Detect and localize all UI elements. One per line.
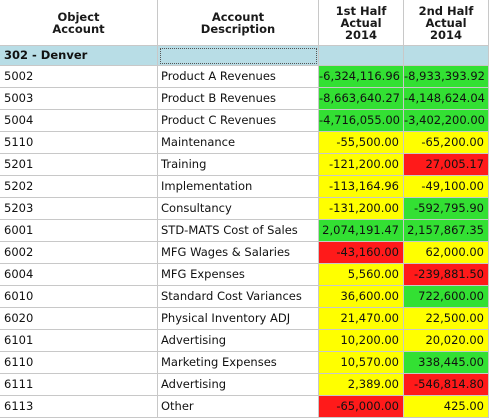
- second-half-actual-cell[interactable]: -8,933,393.92: [404, 66, 489, 88]
- table-row[interactable]: 5003 Product B Revenues -8,663,640.27 -4,14…: [0, 88, 489, 110]
- object-account-cell[interactable]: 5202: [0, 176, 158, 198]
- account-description-cell[interactable]: Training: [158, 154, 319, 176]
- object-account-cell[interactable]: 6002: [0, 242, 158, 264]
- first-half-actual-cell[interactable]: 10,200.00: [319, 330, 404, 352]
- account-description-cell[interactable]: Product A Revenues: [158, 66, 319, 88]
- first-half-actual-cell[interactable]: -121,200.00: [319, 154, 404, 176]
- account-description-cell[interactable]: Product B Revenues: [158, 88, 319, 110]
- object-account-cell[interactable]: 5004: [0, 110, 158, 132]
- second-half-actual-cell[interactable]: -49,100.00: [404, 176, 489, 198]
- object-account-cell[interactable]: 6020: [0, 308, 158, 330]
- group-row-second-half-cell[interactable]: [404, 46, 489, 66]
- account-description-cell[interactable]: Marketing Expenses: [158, 352, 319, 374]
- object-account-cell[interactable]: 6111: [0, 374, 158, 396]
- group-row-description-cell[interactable]: [158, 46, 319, 66]
- table-row[interactable]: 5202 Implementation -113,164.96 -49,100.00: [0, 176, 489, 198]
- second-half-actual-cell[interactable]: 62,000.00: [404, 242, 489, 264]
- account-description-cell[interactable]: Maintenance: [158, 132, 319, 154]
- object-account-cell[interactable]: 6001: [0, 220, 158, 242]
- column-header-second-half-2014[interactable]: 2nd Half Actual 2014: [404, 0, 489, 46]
- account-description-cell[interactable]: Advertising: [158, 374, 319, 396]
- account-description-cell[interactable]: Physical Inventory ADJ: [158, 308, 319, 330]
- account-description-cell[interactable]: MFG Wages & Salaries: [158, 242, 319, 264]
- account-description-cell[interactable]: Advertising: [158, 330, 319, 352]
- first-half-actual-cell[interactable]: -65,000.00: [319, 396, 404, 418]
- first-half-actual-cell[interactable]: -6,324,116.96: [319, 66, 404, 88]
- object-account-cell[interactable]: 5201: [0, 154, 158, 176]
- table-row[interactable]: 6002 MFG Wages & Salaries -43,160.00 62,000…: [0, 242, 489, 264]
- table-row[interactable]: 6004 MFG Expenses 5,560.00 -239,881.50: [0, 264, 489, 286]
- second-half-actual-cell[interactable]: -592,795.90: [404, 198, 489, 220]
- table-row[interactable]: 6001 STD-MATS Cost of Sales 2,074,191.47 2,…: [0, 220, 489, 242]
- table-row[interactable]: 6111 Advertising 2,389.00 -546,814.80: [0, 374, 489, 396]
- second-half-actual-cell[interactable]: -3,402,200.00: [404, 110, 489, 132]
- first-half-actual-cell[interactable]: -8,663,640.27: [319, 88, 404, 110]
- first-half-actual-cell[interactable]: 36,600.00: [319, 286, 404, 308]
- column-header-first-half-2014[interactable]: 1st Half Actual 2014: [319, 0, 404, 46]
- object-account-cell[interactable]: 5110: [0, 132, 158, 154]
- second-half-actual-cell[interactable]: -4,148,624.04: [404, 88, 489, 110]
- object-account-cell[interactable]: 5203: [0, 198, 158, 220]
- second-half-actual-cell[interactable]: 722,600.00: [404, 286, 489, 308]
- first-half-actual-cell[interactable]: -113,164.96: [319, 176, 404, 198]
- second-half-actual-cell[interactable]: -239,881.50: [404, 264, 489, 286]
- first-half-actual-cell[interactable]: -4,716,055.00: [319, 110, 404, 132]
- account-description-cell[interactable]: Other: [158, 396, 319, 418]
- first-half-actual-cell[interactable]: -43,160.00: [319, 242, 404, 264]
- object-account-cell[interactable]: 6110: [0, 352, 158, 374]
- second-half-actual-cell[interactable]: 2,157,867.35: [404, 220, 489, 242]
- second-half-actual-cell[interactable]: 20,020.00: [404, 330, 489, 352]
- table-row[interactable]: 6101 Advertising 10,200.00 20,020.00: [0, 330, 489, 352]
- first-half-actual-cell[interactable]: 2,389.00: [319, 374, 404, 396]
- table-row[interactable]: 5203 Consultancy -131,200.00 -592,795.90: [0, 198, 489, 220]
- account-description-cell[interactable]: STD-MATS Cost of Sales: [158, 220, 319, 242]
- account-description-cell[interactable]: Implementation: [158, 176, 319, 198]
- account-description-cell[interactable]: Product C Revenues: [158, 110, 319, 132]
- object-account-cell[interactable]: 5003: [0, 88, 158, 110]
- second-half-actual-cell[interactable]: -65,200.00: [404, 132, 489, 154]
- column-header-account-description[interactable]: Account Description: [158, 0, 319, 46]
- account-description-cell[interactable]: MFG Expenses: [158, 264, 319, 286]
- account-description-cell[interactable]: Standard Cost Variances: [158, 286, 319, 308]
- table-row[interactable]: 5110 Maintenance -55,500.00 -65,200.00: [0, 132, 489, 154]
- second-half-actual-cell[interactable]: 338,445.00: [404, 352, 489, 374]
- object-account-cell[interactable]: 6101: [0, 330, 158, 352]
- second-half-actual-cell[interactable]: 425.00: [404, 396, 489, 418]
- first-half-actual-cell[interactable]: 21,470.00: [319, 308, 404, 330]
- table-row[interactable]: 6020 Physical Inventory ADJ 21,470.00 22,50…: [0, 308, 489, 330]
- group-row-first-half-cell[interactable]: [319, 46, 404, 66]
- table-row[interactable]: 6010 Standard Cost Variances 36,600.00 722,…: [0, 286, 489, 308]
- first-half-actual-cell[interactable]: 5,560.00: [319, 264, 404, 286]
- first-half-actual-cell[interactable]: -131,200.00: [319, 198, 404, 220]
- second-half-actual-cell[interactable]: -546,814.80: [404, 374, 489, 396]
- object-account-cell[interactable]: 6010: [0, 286, 158, 308]
- object-account-cell[interactable]: 6113: [0, 396, 158, 418]
- group-row-label[interactable]: 302 - Denver: [0, 46, 158, 66]
- table-row[interactable]: 5201 Training -121,200.00 27,005.17: [0, 154, 489, 176]
- table-row[interactable]: 5002 Product A Revenues -6,324,116.96 -8,93…: [0, 66, 489, 88]
- first-half-actual-cell[interactable]: -55,500.00: [319, 132, 404, 154]
- object-account-cell[interactable]: 6004: [0, 264, 158, 286]
- account-description-cell[interactable]: Consultancy: [158, 198, 319, 220]
- column-header-object-account[interactable]: Object Account: [0, 0, 158, 46]
- table-row[interactable]: 6113 Other -65,000.00 425.00: [0, 396, 489, 418]
- table-row[interactable]: 6110 Marketing Expenses 10,570.00 338,445.0…: [0, 352, 489, 374]
- first-half-actual-cell[interactable]: 2,074,191.47: [319, 220, 404, 242]
- second-half-actual-cell[interactable]: 22,500.00: [404, 308, 489, 330]
- first-half-actual-cell[interactable]: 10,570.00: [319, 352, 404, 374]
- table-row[interactable]: 5004 Product C Revenues -4,716,055.00 -3,40…: [0, 110, 489, 132]
- object-account-cell[interactable]: 5002: [0, 66, 158, 88]
- second-half-actual-cell[interactable]: 27,005.17: [404, 154, 489, 176]
